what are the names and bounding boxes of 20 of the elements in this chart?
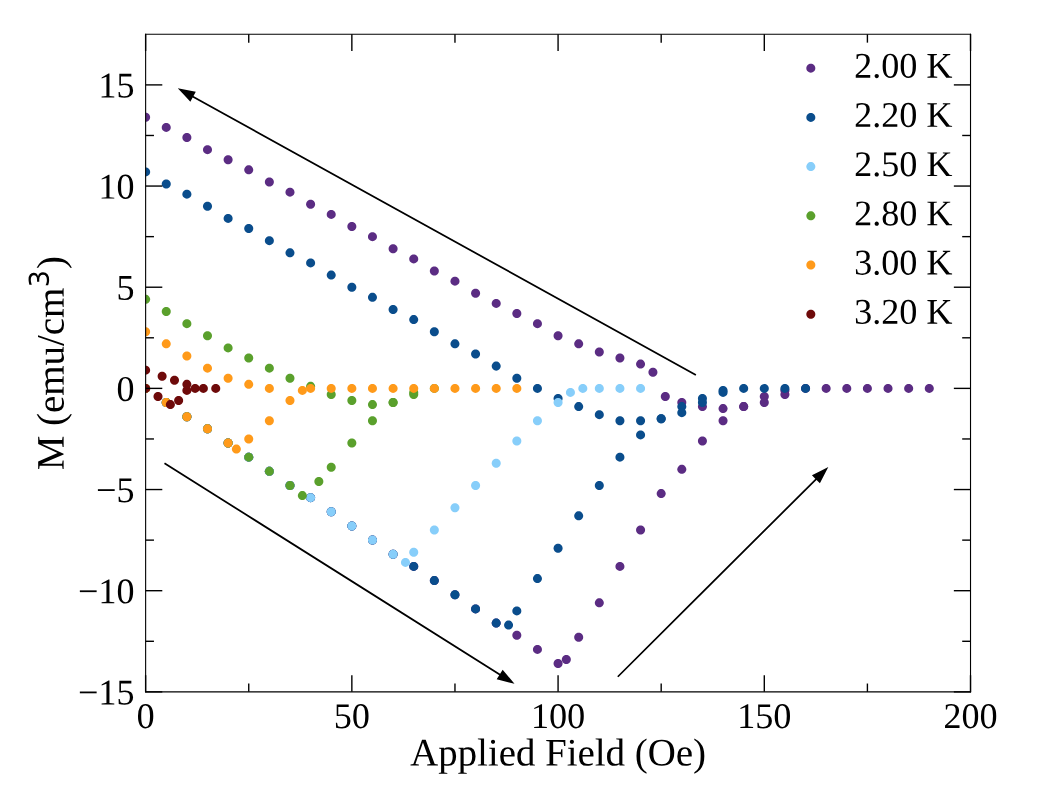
legend-label: 2.80 K xyxy=(855,201,953,226)
y-tick-label: 10 xyxy=(101,174,134,199)
y-axis-title: M (emu/cm$^{3}$) xyxy=(28,257,72,470)
legend-label: 2.20 K xyxy=(855,102,953,128)
x-tick-label: 50 xyxy=(335,704,369,729)
y-tick-label: −15 xyxy=(79,680,134,705)
x-axis-title: Applied Field (Oe) xyxy=(410,738,705,774)
y-tick-label: 0 xyxy=(117,376,134,402)
y-tick-label: −5 xyxy=(97,478,134,503)
legend-label: 3.20 K xyxy=(855,299,953,325)
legend-label: 2.50 K xyxy=(855,152,953,177)
x-tick-label: 200 xyxy=(945,704,997,729)
x-tick-label: 0 xyxy=(137,704,154,729)
x-tick-label: 100 xyxy=(534,704,584,729)
legend-label: 2.00 K xyxy=(855,53,953,79)
y-tick-label: −10 xyxy=(79,579,134,604)
legend-label: 3.00 K xyxy=(855,250,953,276)
y-tick-label: 15 xyxy=(101,73,134,98)
y-tick-label: 5 xyxy=(118,276,134,301)
x-tick-label: 150 xyxy=(740,704,790,729)
